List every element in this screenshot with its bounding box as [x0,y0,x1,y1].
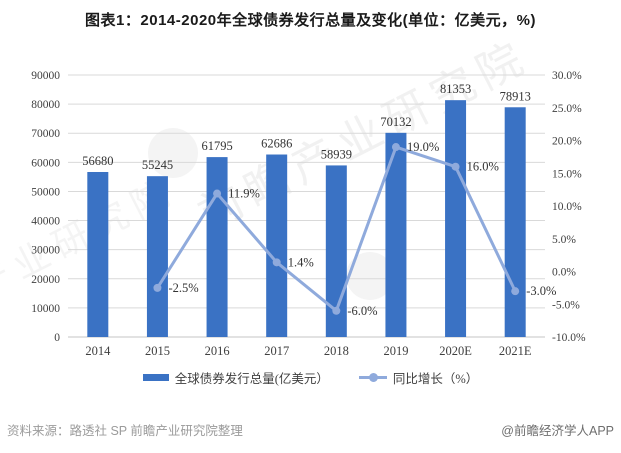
bar-value-label-2021E: 78913 [500,89,531,103]
bar-2015 [146,176,168,337]
line-swatch-icon [358,373,387,382]
x-axis-label-2020E: 2020E [439,344,472,358]
line-marker-2018 [332,306,341,315]
line-value-label-2019: 19.0% [407,140,439,154]
x-axis-label-2015: 2015 [145,344,170,358]
chart-plot: 0 10000 20000 30000 40000 50000 60000 70000 8000… [31,70,586,358]
bar-2019 [385,132,407,337]
line-value-label-2017: 1.4% [288,255,314,269]
bar-value-label-2020E: 81353 [440,82,471,96]
x-axis-label-2019: 2019 [383,344,408,358]
x-axis-label-2016: 2016 [205,344,230,358]
right-axis-tick: 20.0% [552,136,582,148]
line-value-label-2015: -2.5% [168,281,198,295]
source-note: 资料来源：路透社 SP 前瞻产业研究院整理 [7,424,243,438]
line-marker-2020E [451,162,460,171]
line-value-label-2016: 11.9% [228,187,260,201]
bar-2014 [87,171,109,337]
bar-value-label-2018: 58939 [321,147,352,161]
bar-2020E [445,100,467,337]
right-axis-tick: -10.0% [552,332,586,344]
legend-label-growth: 同比增长（%） [392,372,479,386]
right-axis-tick: 25.0% [552,103,582,115]
x-axis-label-2014: 2014 [85,344,111,358]
legend-label-total: 全球债券发行总量(亿美元） [174,372,329,386]
credit-note: @前瞻经济学人APP [501,424,614,438]
line-marker-2017 [272,258,281,267]
line-value-label-2018: -6.0% [347,304,377,318]
footer: 资料来源：路透社 SP 前瞻产业研究院整理 @前瞻经济学人APP [7,420,614,439]
left-axis-tick: 60000 [31,157,60,169]
left-axis-tick: 40000 [31,216,60,228]
line-marker-2016 [213,189,222,198]
left-axis-tick: 50000 [31,186,60,198]
x-axis-label-2021E: 2021E [499,344,532,358]
bar-value-label-2016: 61795 [201,139,232,153]
left-axis-tick: 90000 [31,70,60,82]
bar-2016 [206,157,228,337]
right-axis-tick: -5.0% [552,299,580,311]
x-axis-label-2018: 2018 [324,344,349,358]
right-axis-tick: 0.0% [552,267,576,279]
legend-item-growth: 同比增长（%） [358,368,479,387]
legend-item-total: 全球债券发行总量(亿美元） [142,368,329,387]
line-marker-2019 [391,143,400,152]
line-value-label-2020E: 16.0% [467,160,499,174]
left-axis-tick: 0 [54,332,60,344]
bar-swatch-icon [142,374,169,381]
line-marker-2021E [511,287,520,296]
line-value-label-2021E: -3.0% [526,284,556,298]
x-axis-label-2017: 2017 [264,344,289,358]
right-axis-tick: 5.0% [552,234,576,246]
right-axis-tick: 15.0% [552,168,582,180]
line-marker-2015 [153,283,162,292]
right-axis-tick: 30.0% [552,70,582,82]
bar-value-label-2017: 62686 [261,137,292,151]
left-axis-tick: 10000 [31,303,60,315]
left-axis-tick: 20000 [31,274,60,286]
bar-value-label-2019: 70132 [380,115,411,129]
left-axis-tick: 80000 [31,99,60,111]
left-axis-tick: 30000 [31,245,60,257]
bar-value-label-2014: 56680 [82,154,113,168]
bar-value-label-2015: 55245 [142,158,173,172]
bar-2017 [266,154,288,337]
left-axis-tick: 70000 [31,128,60,140]
bar-2021E [504,107,526,338]
legend: 全球债券发行总量(亿美元） 同比增长（%） [0,368,621,387]
right-axis-tick: 10.0% [552,201,582,213]
chart-title: 图表1：2014-2020年全球债券发行总量及变化(单位：亿美元，%) [85,12,536,29]
